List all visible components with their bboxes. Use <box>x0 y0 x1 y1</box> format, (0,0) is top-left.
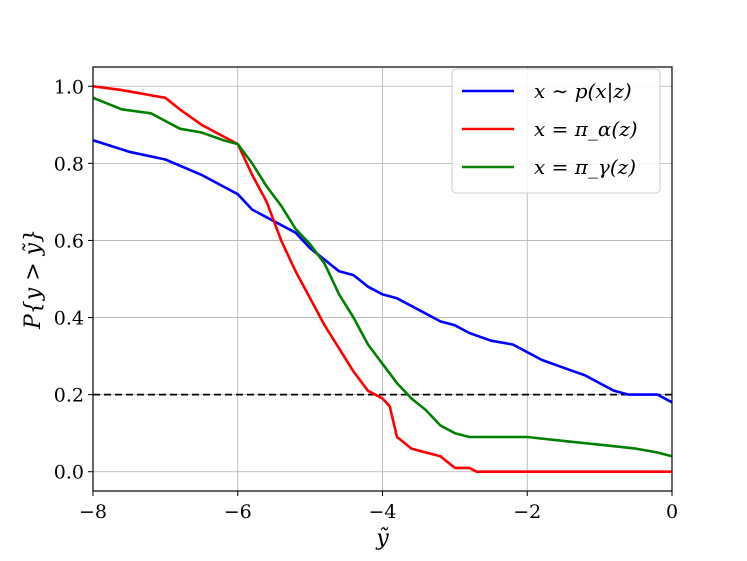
y-axis-label: P{y > ỹ} <box>21 229 46 330</box>
y-tick-label: 0.2 <box>54 385 84 407</box>
y-tick-label: 1.0 <box>54 76 84 98</box>
x-axis-label: ỹ <box>375 526 389 551</box>
y-tick-label: 0.6 <box>54 230 84 252</box>
series-line <box>92 85 672 474</box>
x-tick-label: 0 <box>666 501 678 523</box>
x-tick-label: −2 <box>513 501 541 523</box>
y-tick-label: 0.8 <box>54 153 84 175</box>
x-tick-label: −6 <box>224 501 252 523</box>
tick-layer: −8 −6 −4 −2 0 0.0 0.2 0.4 0.6 0.8 1.0 <box>54 76 678 523</box>
y-tick-label: 0.4 <box>54 308 84 330</box>
legend-label: x = π_α(z) <box>534 117 638 141</box>
series-layer <box>92 85 673 474</box>
legend-label: x = π_γ(z) <box>534 155 636 179</box>
x-tick-label: −8 <box>79 501 107 523</box>
legend-label: x ∼ p(x|z) <box>534 79 632 104</box>
y-tick-label: 0.0 <box>54 462 84 484</box>
series-line <box>92 138 673 404</box>
x-tick-label: −4 <box>368 501 396 523</box>
legend-box <box>451 68 661 194</box>
legend: x ∼ p(x|z) x = π_α(z)x = π_γ(z) <box>451 68 661 194</box>
series-line <box>92 96 673 458</box>
